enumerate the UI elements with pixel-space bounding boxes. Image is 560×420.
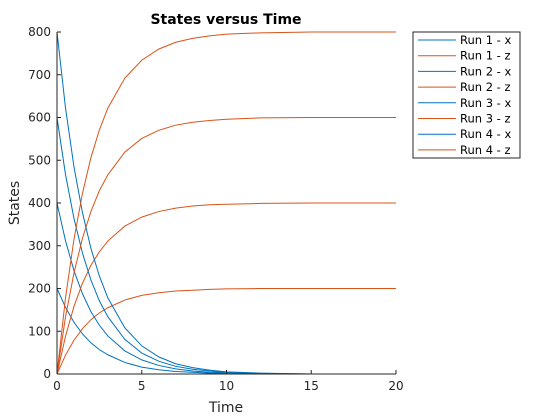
x-axis-label: Time xyxy=(208,400,243,416)
y-tick-label: 0 xyxy=(43,367,51,381)
y-tick-label: 200 xyxy=(28,282,51,296)
legend-label: Run 3 - z xyxy=(460,112,511,126)
series-line-2 xyxy=(56,288,396,375)
legend-box xyxy=(412,31,521,159)
legend-label: Run 4 - z xyxy=(460,143,511,157)
y-axis-label: States xyxy=(7,181,23,225)
series-line-4 xyxy=(56,202,396,375)
y-tick-label: 400 xyxy=(28,196,51,210)
x-tick-label: 0 xyxy=(53,379,61,393)
y-tick-label: 100 xyxy=(28,324,51,338)
y-tick-label: 700 xyxy=(28,68,51,82)
chart-title: States versus Time xyxy=(150,12,301,28)
legend-label: Run 4 - x xyxy=(460,127,511,141)
x-tick-label: 15 xyxy=(304,379,319,393)
legend-label: Run 1 - x xyxy=(460,33,511,47)
y-tick-label: 300 xyxy=(28,239,51,253)
series-line-1 xyxy=(56,288,396,375)
x-tick-label: 10 xyxy=(219,379,234,393)
legend-label: Run 2 - x xyxy=(460,64,511,78)
x-tick-label: 5 xyxy=(138,379,146,393)
y-tick-label: 600 xyxy=(28,111,51,125)
legend-label: Run 1 - z xyxy=(460,49,511,63)
series-line-7 xyxy=(56,31,396,375)
legend-label: Run 2 - z xyxy=(460,80,511,94)
series-layer xyxy=(56,31,396,375)
series-line-8 xyxy=(56,31,396,375)
y-tick-label: 800 xyxy=(28,25,51,39)
legend-label: Run 3 - x xyxy=(460,96,511,110)
y-tick-label: 500 xyxy=(28,153,51,167)
series-line-6 xyxy=(56,117,396,375)
x-tick-label: 20 xyxy=(388,379,403,393)
